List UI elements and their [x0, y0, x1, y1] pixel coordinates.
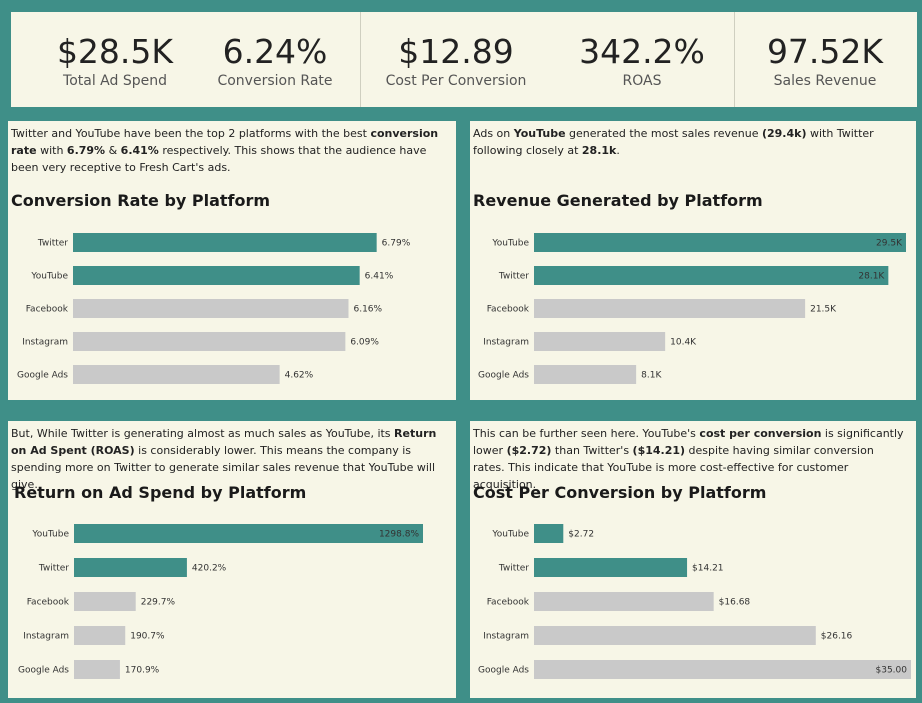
panel-description: But, While Twitter is generating almost …: [11, 427, 437, 491]
bar: [73, 299, 349, 318]
data-label: 29.5K: [876, 239, 903, 249]
bar: [534, 660, 911, 679]
chart-title: Conversion Rate by Platform: [11, 191, 271, 210]
bar: [534, 558, 688, 577]
data-label: 8.1K: [641, 371, 662, 381]
category-label: YouTube: [31, 530, 69, 540]
kpi-label: Sales Revenue: [773, 73, 877, 89]
roas-chart: YouTube 1298.8% Twitter 420.2% Facebook 229.7…: [18, 524, 423, 679]
data-label: 229.7%: [141, 598, 176, 608]
data-label: 6.16%: [353, 305, 382, 315]
kpi-value: $12.89: [398, 32, 514, 71]
bar: [73, 266, 360, 285]
data-label: 21.5K: [810, 305, 837, 315]
kpi-total-ad-spend: $28.5K Total Ad Spend: [30, 32, 200, 89]
kpi-value: $28.5K: [56, 32, 174, 71]
category-label: Twitter: [498, 272, 529, 282]
bar: [73, 365, 280, 384]
data-label: 10.4K: [670, 338, 697, 348]
kpi-value: 97.52K: [766, 32, 884, 71]
category-label: Twitter: [498, 564, 529, 574]
chart-title: Revenue Generated by Platform: [473, 191, 763, 210]
bar: [534, 299, 806, 318]
kpi-label: Cost Per Conversion: [385, 73, 527, 89]
bar: [74, 524, 423, 543]
revenue-chart: YouTube 29.5K Twitter 28.1K Facebook 21.5K Ins…: [478, 233, 906, 384]
panel-description: Twitter and YouTube have been the top 2 …: [11, 127, 439, 174]
conversion-rate-chart: Twitter 6.79% YouTube 6.41% Facebook 6.16% Ins…: [17, 233, 411, 384]
category-label: YouTube: [30, 272, 68, 282]
category-label: Instagram: [22, 338, 68, 348]
category-label: Instagram: [483, 338, 529, 348]
category-label: YouTube: [491, 239, 529, 249]
panel-description: This can be further seen here. YouTube's…: [473, 427, 904, 491]
kpi-conversion-rate: 6.24% Conversion Rate: [190, 32, 360, 89]
category-label: Instagram: [483, 632, 529, 642]
category-label: Google Ads: [18, 666, 69, 676]
data-label: 6.41%: [365, 272, 394, 282]
panel-description: Ads on YouTube generated the most sales …: [473, 127, 874, 157]
panel-cost-per-conversion: This can be further seen here. YouTube's…: [470, 421, 916, 698]
bar: [534, 233, 906, 252]
cost-per-conversion-chart: YouTube $2.72 Twitter $14.21 Facebook $16.68 I…: [478, 524, 911, 679]
chart-title: Return on Ad Spend by Platform: [14, 483, 307, 502]
category-label: Google Ads: [478, 666, 529, 676]
panel-roas: But, While Twitter is generating almost …: [8, 421, 456, 698]
category-label: Facebook: [487, 598, 530, 608]
data-label: 4.62%: [285, 371, 314, 381]
kpi-cost-per-conversion: $12.89 Cost Per Conversion: [371, 32, 541, 89]
category-label: Facebook: [26, 305, 69, 315]
bar: [534, 524, 564, 543]
category-label: Google Ads: [478, 371, 529, 381]
bar: [74, 592, 136, 611]
bar: [73, 233, 377, 252]
category-label: YouTube: [491, 530, 529, 540]
kpi-divider: [360, 12, 361, 107]
data-label: $14.21: [692, 564, 724, 574]
data-label: $16.68: [719, 598, 751, 608]
kpi-value: 342.2%: [579, 32, 705, 71]
bar: [534, 365, 637, 384]
panel-conversion-rate: Twitter and YouTube have been the top 2 …: [8, 121, 456, 400]
category-label: Instagram: [23, 632, 69, 642]
bar: [74, 558, 187, 577]
kpi-label: ROAS: [622, 73, 662, 89]
bar: [534, 332, 666, 351]
bar: [534, 626, 816, 645]
bar: [74, 626, 126, 645]
bar: [534, 592, 714, 611]
category-label: Facebook: [487, 305, 530, 315]
data-label: 1298.8%: [379, 530, 419, 540]
data-label: 420.2%: [192, 564, 227, 574]
category-label: Google Ads: [17, 371, 68, 381]
data-label: 190.7%: [130, 632, 165, 642]
kpi-label: Conversion Rate: [217, 73, 333, 89]
kpi-divider: [734, 12, 735, 107]
chart-title: Cost Per Conversion by Platform: [473, 483, 767, 502]
category-label: Twitter: [38, 564, 69, 574]
kpi-sales-revenue: 97.52K Sales Revenue: [740, 32, 910, 89]
category-label: Facebook: [27, 598, 70, 608]
data-label: $2.72: [568, 530, 594, 540]
kpi-label: Total Ad Spend: [63, 73, 167, 89]
data-label: $35.00: [876, 666, 908, 676]
bar: [73, 332, 346, 351]
kpi-value: 6.24%: [222, 32, 328, 71]
kpi-strip: [11, 0, 917, 107]
bar: [74, 660, 120, 679]
data-label: 28.1K: [858, 272, 885, 282]
data-label: $26.16: [821, 632, 853, 642]
data-label: 170.9%: [125, 666, 160, 676]
panel-revenue: Ads on YouTube generated the most sales …: [470, 121, 916, 400]
data-label: 6.09%: [350, 338, 379, 348]
kpi-roas: 342.2% ROAS: [557, 32, 727, 89]
bar: [534, 266, 889, 285]
category-label: Twitter: [37, 239, 68, 249]
data-label: 6.79%: [382, 239, 411, 249]
